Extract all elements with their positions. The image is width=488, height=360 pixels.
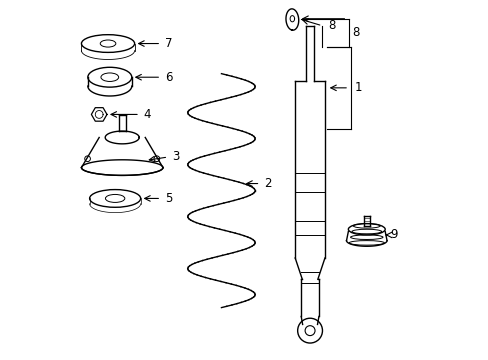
Text: 9: 9	[389, 229, 397, 242]
Polygon shape	[81, 160, 163, 175]
Text: 3: 3	[171, 150, 179, 163]
Text: 7: 7	[164, 37, 172, 50]
Text: 1: 1	[354, 81, 361, 94]
Text: 5: 5	[164, 192, 172, 205]
Ellipse shape	[81, 35, 134, 53]
Ellipse shape	[347, 224, 385, 235]
Polygon shape	[105, 131, 139, 144]
Text: 4: 4	[143, 108, 151, 121]
Ellipse shape	[88, 67, 132, 87]
Ellipse shape	[89, 190, 141, 207]
Text: 6: 6	[164, 71, 172, 84]
Text: 8: 8	[327, 19, 334, 32]
Text: 8: 8	[351, 26, 359, 39]
Polygon shape	[91, 108, 107, 121]
Text: 2: 2	[264, 177, 271, 190]
